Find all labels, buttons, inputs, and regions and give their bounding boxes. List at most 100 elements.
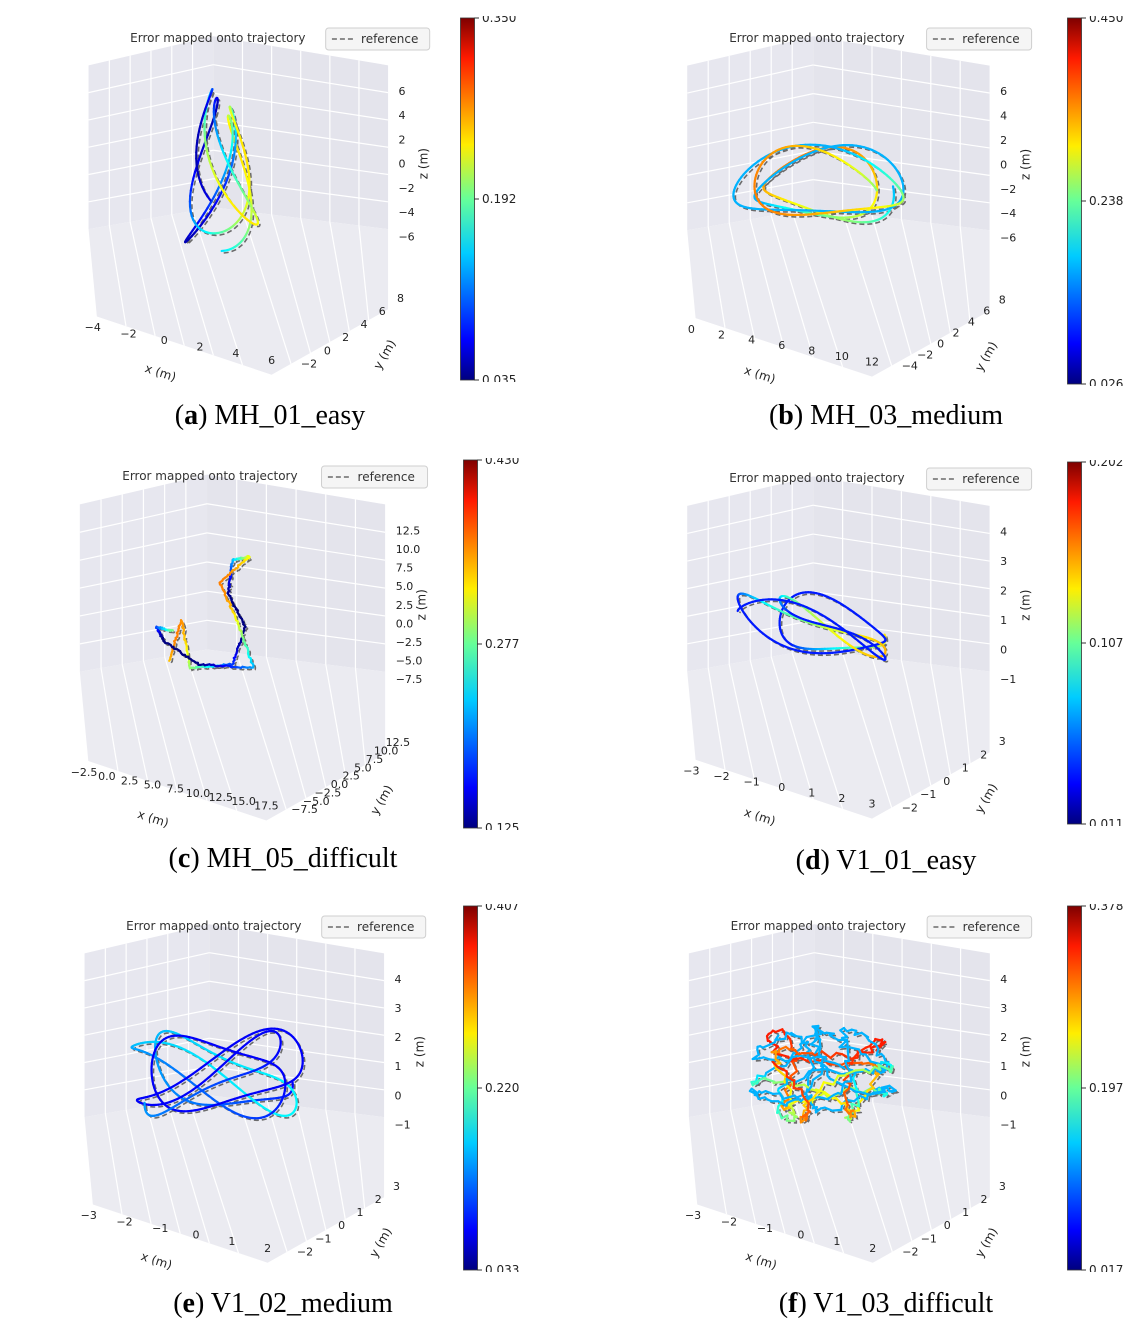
x-tick-label: 0 bbox=[193, 1229, 200, 1242]
x-tick-label: −1 bbox=[757, 1222, 773, 1235]
trajectory-segment bbox=[868, 1065, 876, 1075]
caption-e: (e) V1_02_medium bbox=[173, 1288, 393, 1319]
z-tick-label: 0 bbox=[1000, 158, 1007, 171]
colorbar-d: 0.202 0.107 0.011 bbox=[1067, 460, 1123, 826]
estimated-trajectory bbox=[748, 1024, 897, 1124]
grid-line bbox=[842, 1098, 893, 1252]
grid-line bbox=[358, 225, 370, 321]
x-tick-label: 2 bbox=[264, 1242, 271, 1255]
grid-line bbox=[125, 1109, 152, 1225]
caption-text: MH_01_easy bbox=[214, 400, 366, 431]
trajectory-segment bbox=[864, 1068, 875, 1075]
trajectory-segment bbox=[777, 1055, 787, 1063]
grid-line bbox=[300, 218, 331, 343]
x-tick-label: 17.5 bbox=[254, 799, 279, 812]
estimated-trajectory bbox=[155, 554, 255, 670]
y-tick-label: −4 bbox=[902, 359, 918, 372]
x-tick-label: 2 bbox=[718, 328, 725, 341]
y-tick-label: 2 bbox=[375, 1193, 382, 1206]
plot-c: Error mapped onto trajectory reference 12.… bbox=[12, 456, 436, 828]
grid-line bbox=[930, 1109, 952, 1220]
y-tick-label: 4 bbox=[968, 315, 975, 328]
trajectory-segment bbox=[846, 1050, 850, 1063]
grid-line bbox=[770, 656, 814, 800]
trajectory-segment bbox=[839, 1029, 849, 1038]
trajectory-segment bbox=[756, 1074, 766, 1078]
trajectory-segment bbox=[791, 1054, 802, 1059]
trajectory-segment bbox=[774, 1037, 787, 1042]
legend-reference-label: reference bbox=[357, 920, 414, 934]
z-tick-label: 0 bbox=[1000, 643, 1007, 656]
trajectory-segment bbox=[834, 1096, 843, 1106]
trajectory-segment bbox=[840, 1082, 845, 1094]
z-tick-label: 3 bbox=[1000, 555, 1007, 568]
colorbar-max-label: 0.350 bbox=[482, 16, 516, 25]
trajectory-segment bbox=[772, 1080, 785, 1085]
x-tick-label: 0 bbox=[797, 1229, 804, 1242]
trajectory-segment bbox=[776, 1105, 780, 1114]
legend-reference-label: reference bbox=[962, 472, 1019, 486]
grid-line bbox=[813, 619, 990, 645]
z-tick-label: 3 bbox=[1000, 1002, 1007, 1015]
trajectory-segment bbox=[212, 189, 219, 198]
plot-f: Error mapped onto trajectory reference432… bbox=[622, 906, 1040, 1270]
x-tick-label: 1 bbox=[228, 1235, 235, 1248]
trajectory-segment bbox=[802, 1070, 811, 1080]
x-tick-label: −1 bbox=[152, 1222, 168, 1235]
grid-line bbox=[236, 652, 287, 810]
colorbar-gradient bbox=[463, 459, 478, 829]
z-tick-label: −4 bbox=[398, 206, 414, 219]
colorbar-mid-label: 0.107 bbox=[1089, 636, 1123, 650]
grid-line bbox=[709, 1113, 728, 1215]
trajectory-segment bbox=[789, 1103, 796, 1115]
z-tick-label: 4 bbox=[1000, 973, 1007, 986]
x-tick-label: 10.0 bbox=[186, 787, 211, 800]
grid-line bbox=[167, 1102, 210, 1244]
grid-line bbox=[295, 660, 327, 788]
z-tick-label: −1 bbox=[394, 1118, 410, 1131]
legend-reference-label: reference bbox=[358, 470, 415, 484]
legend: Error mapped onto trajectory reference bbox=[130, 27, 431, 51]
trajectory-segment bbox=[786, 1098, 796, 1104]
grid-line bbox=[164, 656, 208, 801]
caption-label: e bbox=[182, 1288, 195, 1319]
trajectory-segment bbox=[792, 1079, 796, 1090]
trajectory-segment bbox=[872, 1090, 885, 1094]
x-tick-label: 0.0 bbox=[98, 770, 116, 783]
grid-line bbox=[121, 664, 149, 782]
z-tick-label: 0.0 bbox=[396, 617, 414, 630]
grid-line bbox=[688, 1066, 815, 1091]
z-tick-label: 0 bbox=[1000, 1089, 1007, 1102]
y-tick-label: −5.0 bbox=[303, 795, 330, 808]
z-tick-label: 7.5 bbox=[396, 562, 414, 575]
trajectory-segment bbox=[877, 1063, 890, 1071]
grid-line bbox=[959, 226, 971, 322]
z-tick-label: −2.5 bbox=[396, 636, 423, 649]
y-tick-label: 2 bbox=[953, 326, 960, 339]
grid-line bbox=[930, 663, 951, 775]
z-tick-label: 1 bbox=[394, 1060, 401, 1073]
colorbar-min-label: 0.026 bbox=[1089, 377, 1123, 386]
trajectory-segment bbox=[828, 1033, 839, 1041]
colorbar-f: 0.378 0.197 0.017 bbox=[1067, 904, 1123, 1272]
y-tick-label: 0.0 bbox=[331, 778, 349, 791]
trajectory-segment bbox=[831, 1108, 843, 1112]
grid-line bbox=[728, 222, 755, 338]
grid-line bbox=[872, 1102, 913, 1242]
trajectory-segment bbox=[227, 164, 234, 173]
y-tick-label: 2 bbox=[342, 331, 349, 344]
legend-reference-label: reference bbox=[963, 920, 1020, 934]
grid-line bbox=[707, 667, 726, 770]
trajectory-segment bbox=[210, 166, 216, 175]
grid-line bbox=[104, 1113, 123, 1215]
y-tick-label: 1 bbox=[962, 762, 969, 775]
y-tick-label: 2 bbox=[980, 1193, 987, 1206]
estimated-trajectory bbox=[732, 143, 905, 224]
plot-e: Error mapped onto trajectory reference432… bbox=[18, 906, 434, 1270]
caption-text: V1_03_difficult bbox=[813, 1288, 994, 1319]
x-tick-label: 8 bbox=[808, 345, 815, 358]
legend: Error mapped onto trajectory reference bbox=[729, 467, 1033, 491]
trajectory-segment bbox=[875, 1047, 880, 1057]
caption-c: (c) MH_05_difficult bbox=[168, 843, 398, 874]
y-tick-label: 3 bbox=[999, 1180, 1006, 1193]
